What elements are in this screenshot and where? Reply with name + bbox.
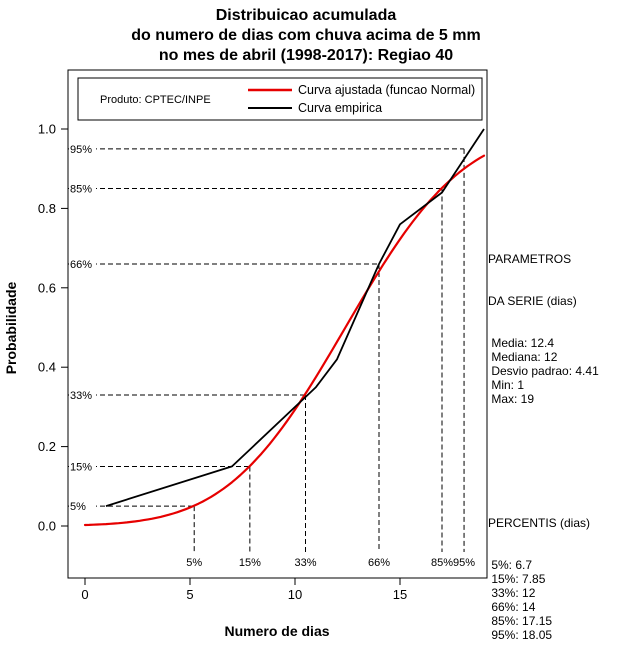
percentile-left-label-bg xyxy=(69,256,96,270)
percentile-left-label: 5% xyxy=(70,501,86,513)
percentis-title: PERCENTIS (dias) xyxy=(488,516,591,530)
x-tick-label: 15 xyxy=(393,587,407,602)
legend-empirical-label: Curva empirica xyxy=(298,101,382,115)
legend-fitted-label: Curva ajustada (funcao Normal) xyxy=(298,83,475,97)
percentile-left-label: 66% xyxy=(70,259,92,271)
y-axis-label: Probabilidade xyxy=(3,282,19,375)
x-tick-label: 10 xyxy=(288,587,302,602)
percentile-bottom-label: 33% xyxy=(294,557,316,569)
parametros-list: Media: 12.4 Mediana: 12 Desvio padrao: 4… xyxy=(488,336,599,406)
percentile-left-label: 95% xyxy=(70,144,92,156)
parametros-title-line-1: PARAMETROS xyxy=(488,252,572,266)
y-tick-label: 0.2 xyxy=(38,439,56,454)
percentile-left-label-bg xyxy=(69,459,96,473)
x-tick-label: 5 xyxy=(186,587,193,602)
y-tick-label: 0.4 xyxy=(38,360,56,375)
chart-title-line-1: Distribuicao acumulada xyxy=(215,7,397,24)
percentile-bottom-label: 5% xyxy=(186,557,202,569)
parametros-section: PARAMETROS DA SERIE (dias) Media: 12.4 M… xyxy=(488,224,599,434)
y-tick-label: 0.0 xyxy=(38,519,56,534)
y-tick-label: 0.6 xyxy=(38,280,56,295)
percentile-left-label-bg xyxy=(69,181,96,195)
percentis-list: 5%: 6.7 15%: 7.85 33%: 12 66%: 14 85%: 1… xyxy=(488,558,599,642)
x-axis-label: Numero de dias xyxy=(224,623,329,639)
fitted-curve xyxy=(83,154,486,527)
percentis-section: PERCENTIS (dias) 5%: 6.7 15%: 7.85 33%: … xyxy=(488,488,599,660)
chart-title: Distribuicao acumulada do numero de dias… xyxy=(0,6,612,66)
percentil-line: 5%: 6.7 xyxy=(488,558,533,572)
percentil-line: 33%: 12 xyxy=(488,586,536,600)
percentile-bottom-label: 66% xyxy=(368,557,390,569)
percentil-line: 95%: 18.05 xyxy=(488,628,553,642)
y-tick-label: 1.0 xyxy=(38,122,56,137)
legend: Produto: CPTEC/INPE Curva ajustada (func… xyxy=(77,77,483,121)
chart-title-line-3: no mes de abril (1998-2017): Regiao 40 xyxy=(158,47,454,64)
parametro-line: Desvio padrao: 4.41 xyxy=(488,364,599,378)
percentile-left-label-bg xyxy=(69,141,96,155)
plot-dynamic-layer: 0.0 0.2 0.4 0.6 0.8 1.0 0 5 10 15 5% 5% 15% 15% 33% 33%… xyxy=(38,69,488,602)
percentile-left-label: 33% xyxy=(70,390,92,402)
parametro-line: Media: 12.4 xyxy=(488,336,555,350)
percentile-bottom-label: 95% xyxy=(453,557,475,569)
parametro-line: Max: 19 xyxy=(488,392,535,406)
parametro-line: Mediana: 12 xyxy=(488,350,558,364)
percentil-line: 15%: 7.85 xyxy=(488,572,546,586)
y-tick-label: 0.8 xyxy=(38,201,56,216)
percentil-line: 66%: 14 xyxy=(488,600,536,614)
stats-panel: PARAMETROS DA SERIE (dias) Media: 12.4 M… xyxy=(488,196,599,660)
legend-box xyxy=(77,77,483,121)
parametros-title-line-2: DA SERIE (dias) xyxy=(488,294,577,308)
plot-box xyxy=(67,69,488,579)
legend-product-label: Produto: CPTEC/INPE xyxy=(100,94,211,106)
percentile-bottom-label: 15% xyxy=(239,557,261,569)
x-tick-label: 0 xyxy=(81,587,88,602)
empirical-curve xyxy=(105,128,485,507)
percentile-left-label-bg xyxy=(69,499,96,513)
percentil-line: 85%: 17.15 xyxy=(488,614,553,628)
percentile-left-label: 85% xyxy=(70,184,92,196)
percentile-left-label: 15% xyxy=(70,461,92,473)
percentile-left-label-bg xyxy=(69,387,96,401)
percentile-bottom-label: 85% xyxy=(431,557,453,569)
chart-title-line-2: do numero de dias com chuva acima de 5 m… xyxy=(131,27,481,44)
parametro-line: Min: 1 xyxy=(488,378,525,392)
